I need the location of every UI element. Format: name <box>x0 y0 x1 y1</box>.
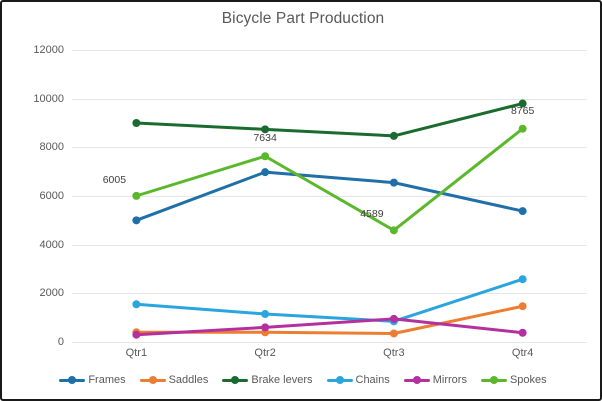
legend-item-mirrors[interactable]: Mirrors <box>403 374 467 386</box>
data-point-label: 4589 <box>360 208 384 221</box>
legend-label: Brake levers <box>251 374 313 386</box>
series-line <box>134 304 525 335</box>
legend-label: Mirrors <box>432 374 467 386</box>
gridline <box>72 342 587 343</box>
data-point-marker <box>389 226 398 235</box>
gridline <box>72 244 587 246</box>
data-point-marker <box>261 125 270 134</box>
series-line <box>134 317 525 337</box>
legend-label: Saddles <box>168 374 209 386</box>
legend-item-saddles[interactable]: Saddles <box>139 374 209 386</box>
series-line <box>134 277 525 323</box>
data-point-marker <box>518 124 527 133</box>
gridline <box>72 293 587 295</box>
y-axis-tick-label: 10000 <box>33 92 64 105</box>
data-point-label: 7634 <box>253 132 277 145</box>
x-axis-tick-label: Qtr1 <box>125 347 148 359</box>
gridline <box>72 50 587 51</box>
legend-swatch-icon <box>403 375 430 386</box>
data-point-marker <box>261 310 270 319</box>
y-axis-tick-label: 0 <box>57 336 64 348</box>
legend-label: Spokes <box>509 374 547 386</box>
data-point-label: 6005 <box>102 173 127 186</box>
gridline <box>72 196 587 197</box>
data-point-marker <box>132 330 141 339</box>
plot-area: 6005 7634 4589 8765 <box>72 50 587 343</box>
legend-item-frames[interactable]: Frames <box>59 374 126 386</box>
series-line <box>134 170 525 222</box>
chart-legend: Frames Saddles Brake levers Chains Mirrors Sp… <box>2 374 602 386</box>
data-point-marker <box>261 168 270 177</box>
series-line <box>134 102 525 138</box>
x-axis-tick-label: Qtr4 <box>511 347 534 359</box>
legend-swatch-icon <box>480 375 507 386</box>
legend-swatch-icon <box>139 375 166 386</box>
data-point-marker <box>389 131 398 140</box>
data-point-marker <box>518 302 527 311</box>
y-axis-tick-label: 2000 <box>39 287 64 300</box>
legend-swatch-icon <box>222 375 249 386</box>
y-axis-tick-label: 6000 <box>39 190 64 202</box>
data-point-marker <box>261 152 270 161</box>
data-point-marker <box>518 328 527 337</box>
chart-title: Bicycle Part Production <box>221 10 385 27</box>
gridline <box>72 98 587 100</box>
y-axis-tick-label: 12000 <box>33 44 64 56</box>
data-point-marker <box>132 191 141 200</box>
series-lines <box>132 99 527 339</box>
x-axis-tick-label: Qtr2 <box>254 347 276 359</box>
x-axis-tick-label: Qtr3 <box>383 347 405 359</box>
legend-item-chains[interactable]: Chains <box>326 374 390 386</box>
gridline <box>72 147 587 149</box>
data-point-marker <box>389 314 398 323</box>
x-axis: Qtr1 Qtr2 Qtr3 Qtr4 <box>72 347 587 365</box>
data-point-marker <box>132 216 141 225</box>
legend-item-spokes[interactable]: Spokes <box>480 374 547 386</box>
data-point-marker <box>389 329 398 338</box>
data-point-marker <box>518 99 527 108</box>
data-point-marker <box>132 300 141 309</box>
legend-item-brake-levers[interactable]: Brake levers <box>222 374 313 386</box>
y-axis-tick-label: 4000 <box>39 238 64 251</box>
legend-label: Frames <box>88 374 126 386</box>
data-point-marker <box>261 323 270 332</box>
data-point-marker <box>518 207 527 216</box>
legend-swatch-icon <box>326 375 353 386</box>
data-point-marker <box>389 178 398 187</box>
data-point-label: 8765 <box>510 104 535 117</box>
legend-label: Chains <box>355 374 390 386</box>
legend-swatch-icon <box>59 375 86 386</box>
data-point-marker <box>518 275 527 284</box>
series-line <box>134 127 525 232</box>
y-axis-tick-label: 8000 <box>39 141 64 154</box>
data-point-marker <box>132 119 141 127</box>
